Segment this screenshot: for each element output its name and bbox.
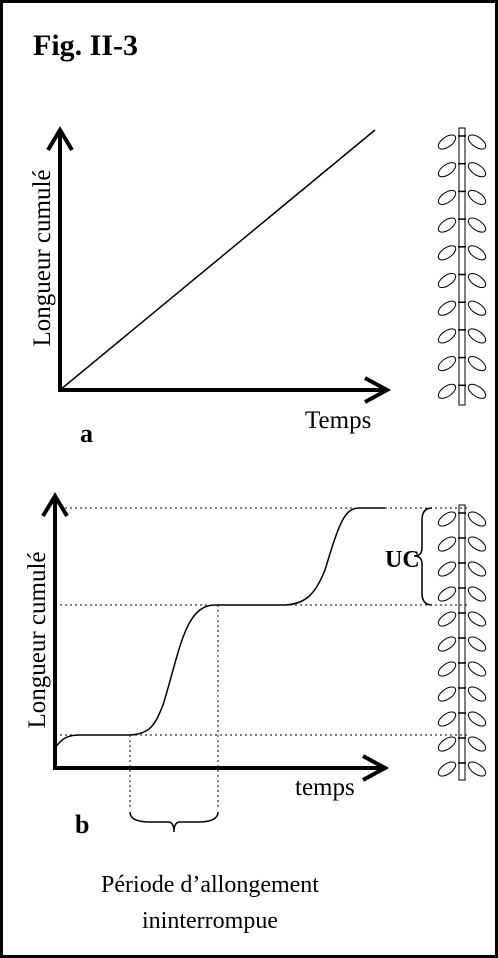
caption: Période d’allongement [101,872,319,898]
plant-part [467,736,487,752]
plant-part [458,504,466,781]
plant [437,504,487,781]
plant-part [437,300,457,316]
unit-label: UC [385,547,420,573]
plant-part [437,686,457,702]
plant-part [437,761,457,777]
plant-part [437,217,457,233]
plant-part [467,761,487,777]
plant-part [437,245,457,261]
curve [59,129,376,391]
caption: ininterrompue [142,908,278,934]
panel-a: Longueur cumulé Temps a [29,126,487,448]
plant-part [437,272,457,289]
plant-part [467,636,487,652]
plant-part [467,586,487,602]
plant-part [437,383,457,399]
panel-b: Longueur cumulé UC temps b Période d’all… [24,492,487,934]
y-axis [46,126,74,392]
y-label: Longueur cumulé [29,169,56,346]
plant-part [437,636,457,652]
plant-part [467,328,487,344]
x-axis [58,376,392,404]
plant-part [437,134,457,150]
plant-part [467,162,487,178]
brace [413,507,433,606]
x-label: Temps [305,407,371,434]
plant-part [437,536,457,552]
plant-part [467,611,487,627]
plant-part [467,245,487,261]
plant-part [437,162,457,178]
brace [129,811,219,833]
plant-part [437,661,457,677]
plant-part [467,272,487,289]
plant-part [467,511,487,527]
plant-part [467,661,487,677]
plant-part [467,189,487,205]
plant-part [437,586,457,602]
plant-part [467,711,487,727]
panel-letter: b [75,810,89,839]
curve [54,507,385,749]
plant-part [467,300,487,316]
y-axis [41,492,69,770]
panel-letter: a [80,419,93,448]
plant-part [437,356,457,372]
plant-part [437,561,457,577]
plant-part [437,611,457,627]
plant-part [467,536,487,552]
plant [437,127,487,406]
plant-part [467,383,487,399]
plant-part [458,127,466,406]
x-axis [53,754,390,782]
plant-part [467,217,487,233]
plant-part [467,686,487,702]
plant-part [467,356,487,372]
plant-part [467,561,487,577]
plant-part [437,511,457,527]
plant-part [437,328,457,344]
y-label: Longueur cumulé [24,551,51,728]
plant-part [437,736,457,752]
plant-part [437,189,457,205]
plant-part [467,134,487,150]
x-label: temps [295,774,355,801]
plant-part [437,711,457,727]
figure-title: Fig. II-3 [33,29,138,62]
